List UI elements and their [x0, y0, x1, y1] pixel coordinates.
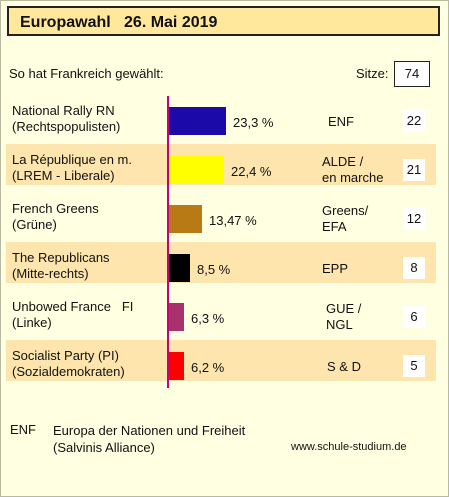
data-label: 23,3 % — [233, 115, 274, 130]
bar — [169, 254, 190, 282]
seat-count: 12 — [403, 208, 425, 230]
party-label: Unbowed France FI (Linke) — [12, 299, 134, 330]
bar — [169, 352, 184, 380]
parliament-group-label: ENF — [328, 114, 354, 129]
parliament-group-label: Greens/ EFA — [322, 203, 369, 234]
data-label: 22,4 % — [231, 164, 272, 179]
bar — [169, 303, 184, 331]
party-label: Socialist Party (PI) (Sozialdemokraten) — [12, 348, 125, 379]
parliament-group-label: S & D — [327, 359, 361, 374]
bar — [169, 107, 226, 135]
bar — [169, 205, 202, 233]
chart-axis-line — [167, 96, 169, 388]
chart-subtitle: So hat Frankreich gewählt: — [9, 66, 164, 81]
party-label: The Republicans (Mitte-rechts) — [12, 250, 110, 281]
chart-title: Europawahl 26. Mai 2019 — [7, 6, 440, 36]
footnote-abbreviation: ENF — [10, 422, 36, 437]
seats-label: Sitze: — [356, 66, 389, 81]
seat-count: 22 — [403, 110, 425, 132]
data-label: 13,47 % — [209, 213, 257, 228]
seat-count: 6 — [403, 306, 425, 328]
seat-count: 5 — [403, 355, 425, 377]
party-label: National Rally RN (Rechtspopulisten) — [12, 103, 121, 134]
seat-count: 21 — [403, 159, 425, 181]
data-label: 6,2 % — [191, 360, 225, 375]
row-stripe — [6, 340, 436, 381]
bar — [169, 156, 224, 184]
parliament-group-label: ALDE / en marche — [322, 154, 384, 185]
source-url[interactable]: www.schule-studium.de — [291, 441, 407, 453]
party-label: La République en m. (LREM - Liberale) — [12, 152, 132, 183]
data-label: 8,5 % — [197, 262, 231, 277]
parliament-group-label: EPP — [322, 261, 349, 276]
footnote-description: Europa der Nationen und Freiheit (Salvin… — [53, 423, 246, 455]
data-label: 6,3 % — [191, 311, 225, 326]
seat-count: 8 — [403, 257, 425, 279]
parliament-group-label: GUE / NGL — [326, 301, 362, 332]
seats-total: 74 — [394, 61, 430, 87]
row-stripe — [6, 242, 436, 283]
party-label: French Greens (Grüne) — [12, 201, 99, 232]
